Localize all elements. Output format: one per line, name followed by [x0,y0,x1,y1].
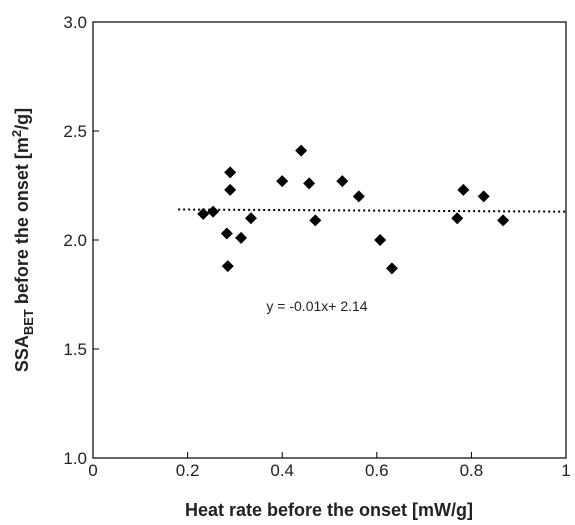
point [497,214,510,227]
point [309,214,322,227]
x-tick-label: 0.6 [365,461,389,480]
point [220,227,233,240]
point [477,190,490,203]
x-tick-label: 0.4 [270,461,294,480]
y-tick-label: 1.5 [63,340,87,359]
point [336,175,349,188]
y-axis-label: SSABET before the onset [m2/g] [9,108,36,372]
point [295,144,308,157]
y-label-middle: before the onset [m [12,137,32,309]
y-tick-label: 2.0 [63,231,87,250]
y-label-main: SSA [12,335,32,372]
y-label-sub: BET [21,309,36,335]
x-tick-label: 1 [561,461,570,480]
y-tick-label: 1.0 [63,449,87,468]
point [276,175,289,188]
plot-frame [92,21,567,459]
y-tick-label: 3.0 [63,13,87,32]
point [224,166,237,179]
point [244,212,257,225]
y-tick-label: 2.5 [63,122,87,141]
x-tick-label: 0 [88,461,97,480]
equation: y = -0.01x+ 2.14 [266,298,367,314]
point [385,262,398,275]
point [235,231,248,244]
point [221,260,234,273]
fit-line [178,208,567,213]
x-tick-label: 0.8 [460,461,484,480]
x-axis-label: Heat rate before the onset [mW/g] [185,500,473,520]
point [352,190,365,203]
y-label-end: /g] [12,108,32,130]
point [303,177,316,190]
point [197,207,210,220]
x-tick-label: 0.2 [176,461,200,480]
point [224,183,237,196]
point [451,212,464,225]
y-label-sup: 2 [9,130,24,137]
point [457,183,470,196]
point [374,234,387,246]
point [207,205,220,218]
